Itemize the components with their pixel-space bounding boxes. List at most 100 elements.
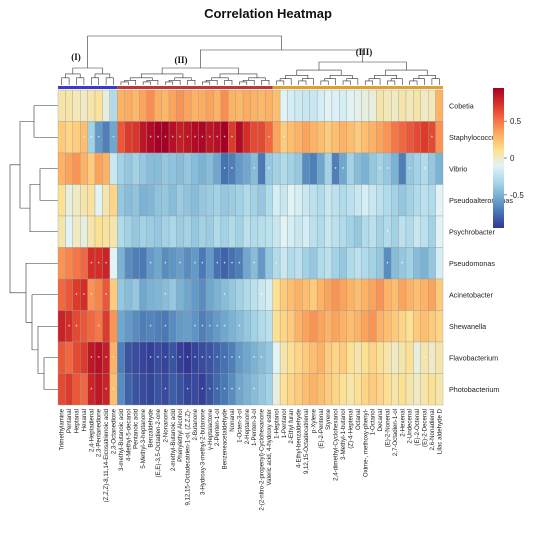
- heatmap-cell: [168, 278, 177, 311]
- heatmap-cell: [72, 184, 81, 217]
- heatmap-cell: [346, 310, 355, 343]
- column-label: 1-Penten-3-ol: [251, 409, 258, 446]
- heatmap-cell: [250, 184, 259, 217]
- significance-star: *: [231, 356, 233, 362]
- heatmap-cell: [228, 278, 236, 311]
- heatmap-cell: [235, 152, 244, 185]
- heatmap-cell: [124, 247, 133, 280]
- heatmap-cell: [57, 184, 66, 217]
- column-label: (E)-2-Octenal: [414, 409, 421, 446]
- heatmap-cell: [376, 341, 384, 374]
- heatmap-cell: [213, 152, 222, 185]
- column-label: (E)-2-Pentenal: [318, 409, 325, 449]
- heatmap-cell: [265, 215, 273, 248]
- dendrogram-branch: [9, 164, 26, 294]
- row-label: Shewanella: [449, 322, 486, 331]
- dendrogram-branch: [413, 78, 425, 85]
- heatmap-cell: [331, 121, 340, 154]
- heatmap-cell: [176, 310, 185, 343]
- heatmap-cell: [390, 215, 399, 248]
- heatmap-cell: [383, 89, 392, 122]
- heatmap-cell: [191, 184, 199, 217]
- heatmap-cell: [272, 89, 281, 122]
- significance-star: *: [150, 324, 152, 330]
- heatmap-cell: [124, 121, 133, 154]
- column-label: 2,4-dimethyl-Cyclohexanol: [333, 409, 340, 481]
- heatmap-cell: [198, 278, 207, 311]
- heatmap-cell: [287, 215, 296, 248]
- significance-star: *: [424, 167, 426, 173]
- heatmap-cell: [65, 184, 73, 217]
- row-label: Staphylococcus: [449, 133, 500, 142]
- significance-star: *: [283, 135, 285, 141]
- heatmap-cell: [109, 152, 118, 185]
- heatmap-cell: [383, 373, 392, 406]
- heatmap-cell: [220, 215, 229, 248]
- column-label: Styrene: [325, 408, 332, 430]
- significance-star: *: [201, 135, 203, 141]
- heatmap-cell: [131, 310, 140, 343]
- dendrogram-branch: [37, 325, 58, 374]
- heatmap-cell: [57, 373, 66, 406]
- heatmap-cell: [353, 121, 362, 154]
- significance-star: *: [201, 324, 203, 330]
- heatmap-cell: [131, 89, 140, 122]
- dendrogram-branch: [33, 105, 58, 138]
- legend-tick-label: 0: [510, 154, 515, 163]
- heatmap-cell: [131, 278, 140, 311]
- heatmap-cell: [435, 152, 444, 185]
- heatmap-cell: [183, 247, 192, 280]
- heatmap-cell: [287, 121, 296, 154]
- heatmap-cell: [428, 341, 436, 374]
- significance-star: *: [224, 167, 226, 173]
- column-label: (Z,Z,Z)-8,11,14-Eicosatrienoic acid: [103, 409, 110, 502]
- heatmap-cell: [376, 247, 384, 280]
- heatmap-cell: [390, 89, 399, 122]
- heatmap-cell: [65, 373, 73, 406]
- heatmap-cell: [353, 247, 362, 280]
- heatmap-cell: [205, 89, 214, 122]
- heatmap-cell: [272, 310, 281, 343]
- heatmap-cell: [331, 373, 340, 406]
- heatmap-cell: [331, 89, 340, 122]
- heatmap-cell: [324, 373, 333, 406]
- column-label: 3-methyl-Butanoic acid: [118, 409, 125, 471]
- heatmap-cell: [376, 89, 384, 122]
- heatmap-cell: [390, 373, 399, 406]
- heatmap-cell: [353, 278, 362, 311]
- heatmap-cell: [131, 121, 140, 154]
- heatmap-cell: [353, 215, 362, 248]
- heatmap-cell: [272, 373, 281, 406]
- heatmap-cell: [316, 341, 325, 374]
- significance-star: *: [379, 167, 381, 173]
- significance-star: *: [231, 167, 233, 173]
- heatmap-cell: [435, 89, 444, 122]
- heatmap-cell: [242, 373, 251, 406]
- heatmap-cell: [428, 152, 436, 185]
- significance-markers: * * * * * * * * * * * * * * * * * * * * * * * * * * * * * * * * * * * * * * * *…: [68, 135, 433, 393]
- dendrogram-branch: [76, 77, 85, 85]
- heatmap-cell: [94, 152, 103, 185]
- heatmap-cell: [279, 247, 288, 280]
- column-labels: Trimethylamine Pentanal Heptanal Hexanal 2,4…: [59, 408, 444, 510]
- column-label: p-Xylene: [310, 408, 317, 433]
- heatmap-cell: [309, 215, 318, 248]
- heatmap-cell: [339, 89, 347, 122]
- heatmap-cell: [279, 184, 288, 217]
- heatmap-cell: [65, 121, 73, 154]
- dendrogram-branch: [146, 80, 159, 85]
- significance-star: *: [386, 167, 388, 173]
- heatmap-cell: [176, 373, 185, 406]
- heatmap-cell: [183, 152, 192, 185]
- significance-star: *: [150, 356, 152, 362]
- heatmap-cell: [131, 152, 140, 185]
- dendrogram-branch: [224, 80, 233, 85]
- heatmap-cell: [368, 184, 377, 217]
- heatmap-cell: [368, 89, 377, 122]
- significance-star: *: [172, 356, 174, 362]
- heatmap-cell: [146, 278, 155, 311]
- significance-star: *: [224, 324, 226, 330]
- heatmap-cell: [87, 310, 96, 343]
- heatmap-cell: [139, 121, 148, 154]
- row-label: Vibrio: [449, 164, 467, 173]
